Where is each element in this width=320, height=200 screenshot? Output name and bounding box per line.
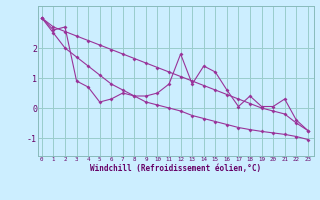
X-axis label: Windchill (Refroidissement éolien,°C): Windchill (Refroidissement éolien,°C) [91,164,261,173]
